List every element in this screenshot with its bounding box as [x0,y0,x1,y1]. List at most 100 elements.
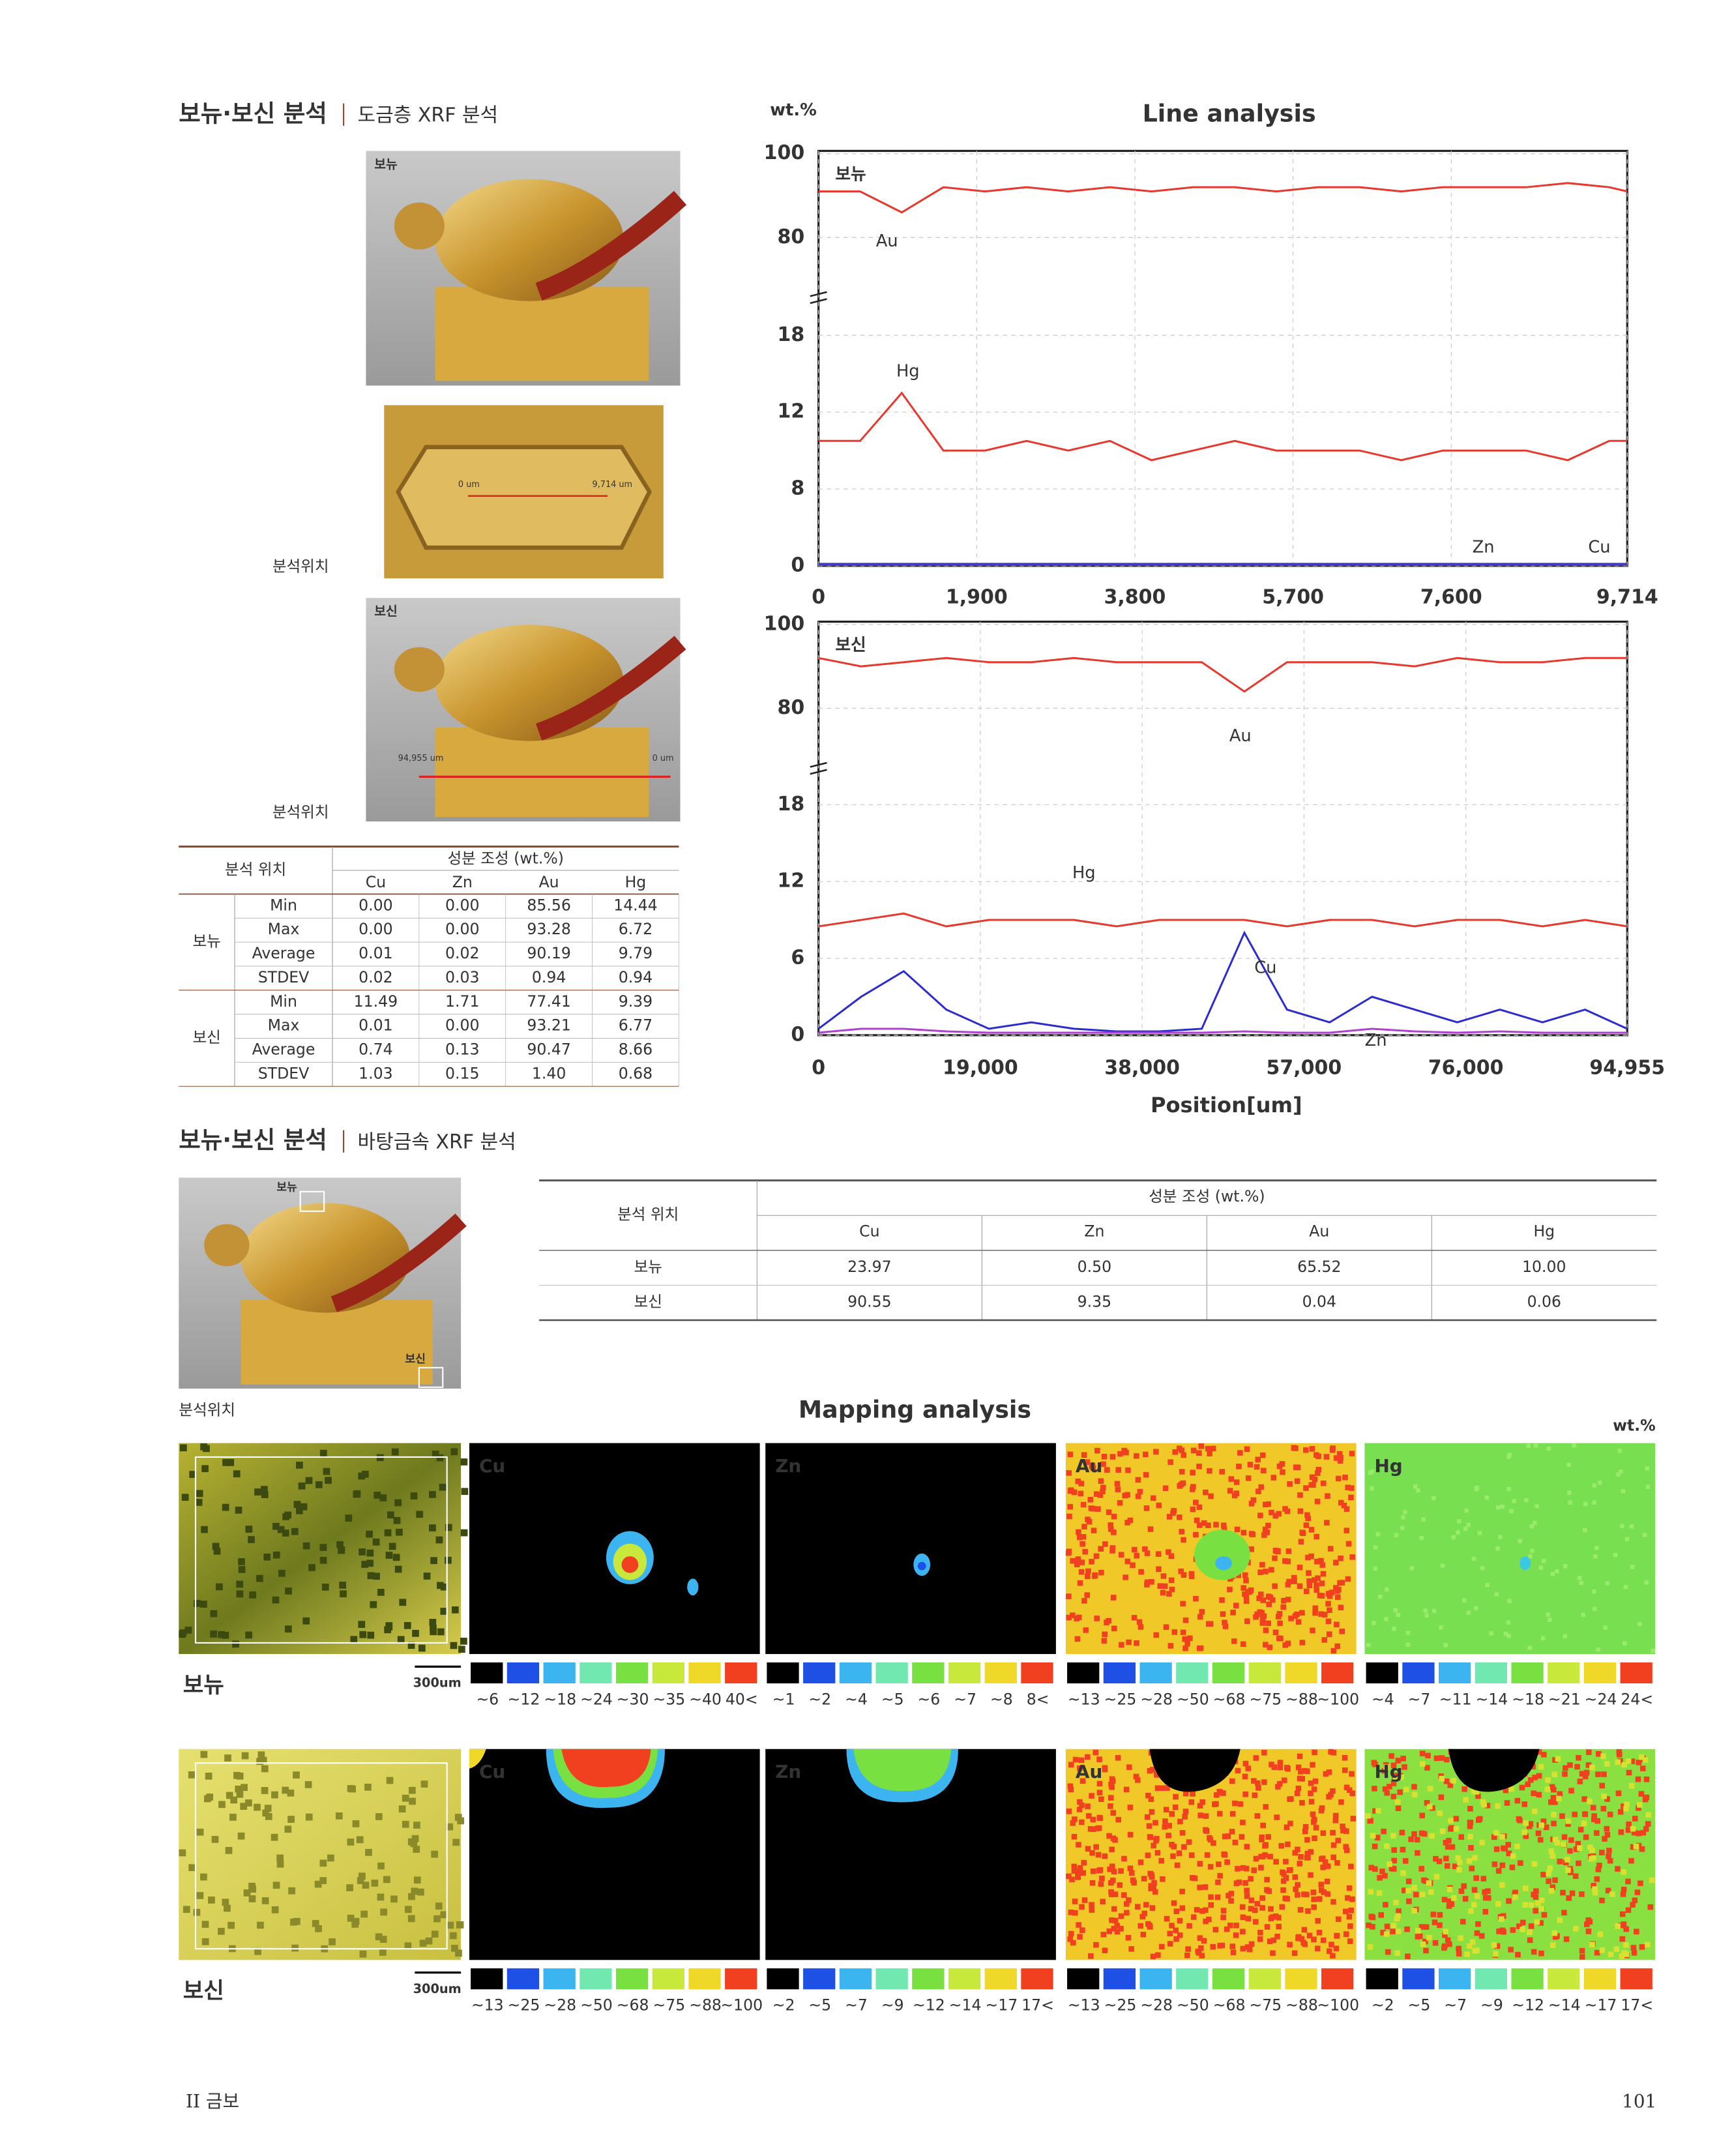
map-speckle [1521,1829,1527,1835]
map-speckle [1629,1758,1636,1764]
map-speckle [271,1791,278,1799]
map-speckle [1074,1636,1081,1642]
map-speckle [433,1915,441,1923]
map-speckle [1166,1823,1172,1829]
map-speckle [1240,1820,1246,1825]
map-speckle [408,1893,415,1900]
photo-cord [535,636,686,741]
map-speckle [1621,1869,1627,1875]
map-speckle [1219,1469,1225,1475]
map-speckle [359,1631,367,1638]
map-speckle [1551,1771,1558,1778]
map-speckle [1154,1850,1161,1856]
map-speckle [1248,1546,1254,1552]
map-speckle [1347,1938,1353,1944]
map-speckle [1083,1627,1089,1633]
map-speckle [1117,1882,1123,1888]
map-speckle [1257,1936,1263,1942]
element-label: Cu [479,1455,505,1477]
map-speckle [1222,1833,1228,1840]
map-speckle [1629,1524,1634,1529]
map-speckle [1197,1884,1203,1891]
color-swatch [912,1968,945,1990]
map-speckle [188,1771,196,1779]
map-speckle [1463,1797,1469,1803]
map-speckle [1314,1533,1320,1540]
map-speckle [1646,1484,1651,1490]
photo-caption: 분석위치 [272,803,329,821]
map-speckle [1335,1594,1341,1601]
map-speckle [1258,1853,1264,1860]
map-speckle [1155,1952,1161,1958]
map-speckle [1293,1886,1299,1893]
series-line [818,657,1628,693]
map-speckle [1334,1643,1340,1649]
map-speckle [238,1558,245,1565]
map-speckle [1259,1452,1266,1458]
map-speckle [1546,1446,1551,1451]
map-speckle [429,1619,437,1626]
map-speckle [413,1876,421,1884]
y-tick-label: 18 [777,793,804,816]
map-speckle [1121,1892,1127,1898]
map-speckle [1594,1949,1600,1956]
map-speckle [1444,1756,1450,1763]
map-speckle [1240,1914,1246,1921]
map-speckle [1458,1935,1463,1942]
y-tick-label: 0 [791,1023,804,1046]
map-speckle [1242,1880,1248,1886]
map-speckle [1617,1809,1624,1815]
map-speckle [1233,1932,1239,1938]
map-speckle [1496,1505,1501,1510]
map-speckle [1182,1814,1188,1820]
map-speckle [226,1792,233,1799]
section-subtitle: 바탕금속 XRF 분석 [358,1130,516,1153]
map-speckle [1338,1799,1344,1805]
color-swatch [1620,1662,1652,1684]
map-speckle [1599,1850,1605,1855]
map-speckle [1315,1918,1321,1924]
map-speckle [1263,1804,1269,1810]
map-speckle [1134,1453,1139,1459]
map-speckle [1243,1578,1249,1584]
map-speckle [1119,1642,1124,1648]
map-speckle [1162,1818,1168,1824]
map-speckle [418,1644,426,1652]
map-speckle [1269,1509,1274,1516]
map-speckle [1160,1573,1167,1579]
x-tick-label: 7,600 [1420,586,1482,609]
map-speckle [1153,1632,1160,1638]
map-speckle [1217,1872,1223,1879]
map-speckle [1285,1558,1291,1565]
map-speckle [1437,1912,1443,1918]
map-speckle [1212,1927,1219,1933]
chart-title: Line analysis [1143,99,1316,127]
map-speckle [1291,1578,1297,1584]
map-speckle [1605,1887,1611,1894]
map-speckle [1623,1805,1629,1812]
scale-label: ~6 [476,1690,499,1708]
map-speckle [1076,1922,1081,1928]
map-speckle [1100,1932,1107,1938]
map-speckle [179,1849,186,1857]
map-speckle [1172,1449,1178,1455]
map-speckle [1600,1753,1606,1760]
scale-label: ~75 [1249,1690,1282,1708]
map-speckle [1244,1893,1250,1899]
map-speckle [1480,1876,1487,1882]
map-speckle [1127,1831,1134,1838]
map-speckle [257,1921,264,1929]
map-speckle [1093,1491,1100,1498]
map-speckle [1366,1922,1372,1928]
map-speckle [1437,1810,1443,1816]
map-speckle [1415,1934,1421,1940]
map-speckle [1297,1907,1304,1913]
map-speckle [1599,1782,1606,1789]
map-speckle [1508,1947,1514,1953]
table-cell: STDEV [258,1064,310,1082]
map-speckle [358,1472,366,1480]
map-speckle [1190,1791,1196,1797]
photo-base [435,287,649,381]
map-speckle [379,1949,387,1956]
map-speckle [1169,1811,1175,1817]
